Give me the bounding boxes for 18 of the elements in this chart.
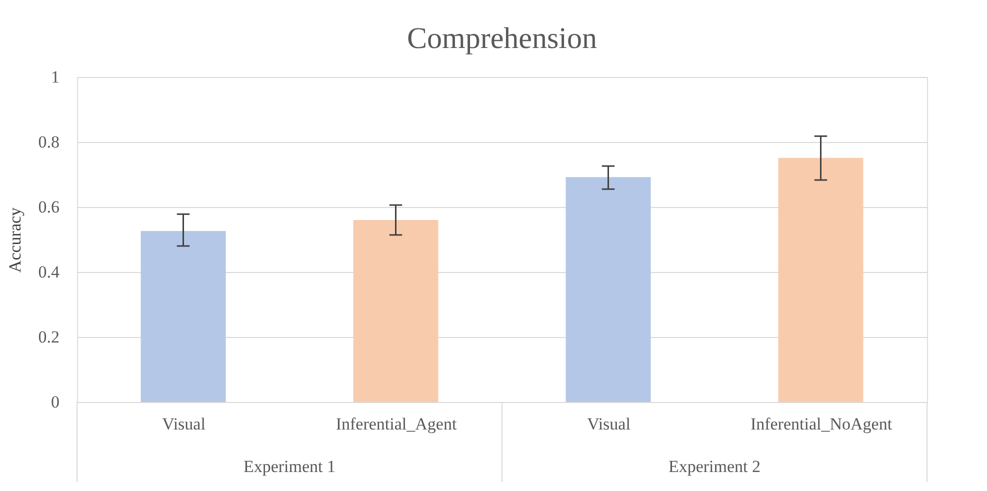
- y-tick-label: 0.8: [38, 132, 60, 152]
- y-axis-title: Accuracy: [5, 206, 24, 273]
- y-tick-label: 0: [51, 392, 60, 412]
- text: Experiment 1: [243, 457, 336, 476]
- bar: [353, 220, 438, 402]
- y-tick-label: 1: [51, 68, 60, 86]
- x-tick-label: Visual: [162, 414, 206, 434]
- y-tick-label: 0.2: [38, 328, 60, 346]
- y-tick-label: 0.4: [38, 262, 60, 282]
- x-tick-label: Inferential_NoAgent: [750, 414, 892, 434]
- chart-title: Comprehension: [407, 22, 597, 55]
- text: Experiment 2: [668, 457, 761, 476]
- x-tick-label: Inferential_Agent: [336, 414, 457, 434]
- x-tick-label: Visual: [587, 414, 631, 434]
- bar: [140, 231, 226, 402]
- y-tick-label: 0.6: [38, 198, 60, 216]
- bar: [778, 158, 864, 402]
- bar: [566, 177, 651, 402]
